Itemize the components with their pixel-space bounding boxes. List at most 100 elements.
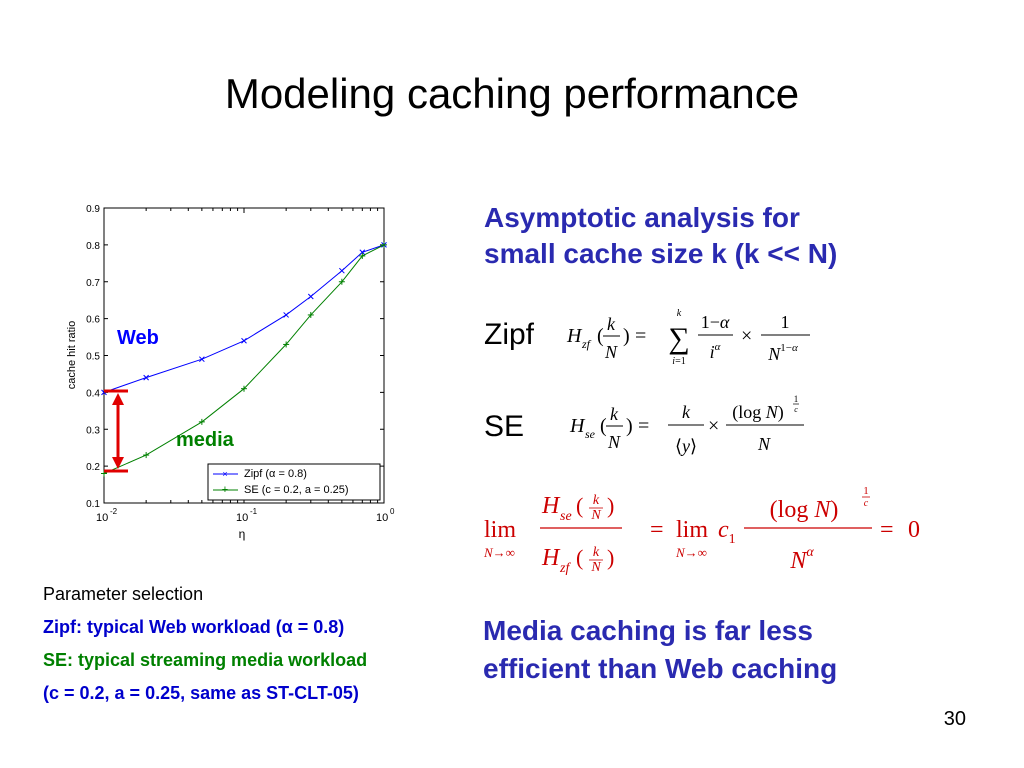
- svg-text:N: N: [607, 432, 621, 452]
- svg-text:k: k: [677, 308, 682, 319]
- svg-text:(: (: [576, 545, 583, 570]
- svg-text:1: 1: [863, 485, 869, 497]
- y-axis-label: cache hit ratio: [66, 321, 78, 389]
- data-point: [338, 278, 345, 285]
- data-point: [241, 385, 247, 392]
- se-label: SE: [484, 410, 525, 443]
- svg-text:zf: zf: [581, 337, 592, 351]
- data-point: [143, 452, 150, 459]
- svg-text:Nα: Nα: [789, 545, 814, 574]
- data-point: [199, 356, 205, 363]
- media-annotation: media: [176, 429, 235, 451]
- y-tick-label: 0.8: [86, 241, 100, 252]
- svg-text:): ): [607, 545, 614, 570]
- params-se: SE: typical streaming media workload: [43, 650, 368, 670]
- params-title: Parameter selection: [43, 584, 204, 604]
- data-point: [307, 293, 314, 300]
- y-tick-label: 0.5: [86, 352, 100, 363]
- data-point: [283, 312, 289, 318]
- data-point: [198, 418, 205, 425]
- conclusion-line-1: Media caching is far less: [483, 615, 813, 646]
- svg-text:×: ×: [741, 325, 752, 347]
- x-tick-label: 10: [96, 512, 108, 524]
- heading-line-2: small cache size k (k << N): [484, 238, 838, 269]
- data-point: [241, 337, 247, 344]
- svg-text:k: k: [682, 402, 691, 422]
- svg-text:zf: zf: [559, 561, 571, 576]
- svg-text:N: N: [757, 434, 771, 454]
- se-formula: H se ( k N ) = k ⟨y⟩ × (log N) 1 c N: [569, 394, 804, 456]
- y-tick-label: 0.6: [86, 315, 100, 326]
- slide-title: Modeling caching performance: [224, 70, 800, 117]
- svg-text:=: =: [650, 517, 664, 543]
- data-point: [283, 341, 290, 348]
- svg-text:×: ×: [708, 415, 719, 437]
- y-tick-label: 0.1: [86, 499, 100, 510]
- x-tick-exponent: 0: [390, 507, 395, 516]
- svg-text:(: (: [576, 493, 583, 518]
- series-layer: [101, 241, 387, 477]
- data-point: [339, 267, 345, 274]
- svg-text:=: =: [635, 325, 646, 347]
- data-point: [381, 241, 387, 248]
- chart-legend: × Zipf (α = 0.8) + SE (c = 0.2, a = 0.25…: [207, 463, 381, 501]
- conclusion-line-2: efficient than Web caching: [483, 653, 838, 684]
- conclusion: Media caching is far less efficient than…: [483, 612, 1003, 688]
- svg-text:+: +: [222, 484, 228, 496]
- legend-se: SE (c = 0.2, a = 0.25): [244, 484, 349, 496]
- x-tick-label: 10: [236, 512, 248, 524]
- y-tick-label: 0.3: [86, 425, 100, 436]
- svg-text:N: N: [590, 508, 601, 523]
- svg-text:iα: iα: [710, 341, 721, 362]
- svg-text:k: k: [593, 493, 600, 508]
- svg-text:N: N: [604, 342, 618, 362]
- page-number: 30: [943, 708, 966, 730]
- svg-text:N→∞: N→∞: [675, 545, 707, 560]
- svg-text:se: se: [585, 427, 596, 441]
- params-zipf: Zipf: typical Web workload (α = 0.8): [43, 617, 345, 637]
- y-tick-label: 0.2: [86, 462, 100, 473]
- svg-text:lim: lim: [676, 517, 708, 543]
- svg-text:H: H: [566, 325, 583, 347]
- heading-line-1: Asymptotic analysis for: [484, 202, 800, 233]
- svg-text:k: k: [593, 545, 600, 560]
- data-point: [359, 249, 366, 256]
- svg-text:i=1: i=1: [672, 356, 685, 367]
- svg-text:N→∞: N→∞: [483, 545, 515, 560]
- svg-text:k: k: [610, 404, 619, 424]
- x-axis-label: η: [239, 527, 246, 541]
- zipf-label: Zipf: [484, 318, 535, 351]
- svg-text:(log N): (log N): [770, 497, 839, 523]
- svg-text:⟨y⟩: ⟨y⟩: [675, 436, 697, 456]
- svg-text:N: N: [590, 560, 601, 575]
- svg-text:lim: lim: [484, 517, 516, 543]
- svg-text:c1: c1: [718, 517, 736, 547]
- svg-text:1−α: 1−α: [701, 312, 730, 332]
- data-point: [143, 374, 149, 381]
- y-tick-label: 0.4: [86, 388, 100, 399]
- svg-text:(: (: [600, 415, 607, 437]
- x-tick-exponent: -1: [250, 507, 258, 516]
- gap-arrow: [104, 389, 128, 473]
- svg-text:(: (: [597, 325, 604, 347]
- y-tick-label: 0.7: [86, 278, 100, 289]
- y-axis-ticks: 0.1 0.2 0.3 0.4 0.5 0.6 0.7 0.8 0.9: [86, 204, 384, 510]
- x-tick-label: 10: [376, 512, 388, 524]
- svg-text:0: 0: [908, 517, 920, 543]
- web-annotation: Web: [117, 327, 159, 349]
- data-point: [307, 311, 314, 318]
- svg-text:): ): [623, 325, 630, 347]
- svg-text:=: =: [880, 517, 894, 543]
- svg-text:H: H: [569, 415, 586, 437]
- svg-text:N1−α: N1−α: [767, 342, 798, 364]
- svg-text:H: H: [541, 545, 561, 571]
- cache-hit-chart: 0.10.20.30.40.50.60.70.80.9 10-210-1100 …: [66, 204, 395, 541]
- parameter-selection: Parameter selection Zipf: typical Web wo…: [43, 578, 367, 710]
- limit-formula: lim N→∞ H se ( k N ) H zf ( k N ) = lim …: [483, 485, 920, 576]
- data-point: [359, 252, 366, 259]
- svg-text:H: H: [541, 493, 561, 519]
- svg-text:se: se: [560, 509, 572, 524]
- zipf-formula: H zf ( k N ) = k ∑ i=1 1−α iα × 1 N1−α: [566, 308, 810, 367]
- svg-text:×: ×: [222, 469, 227, 479]
